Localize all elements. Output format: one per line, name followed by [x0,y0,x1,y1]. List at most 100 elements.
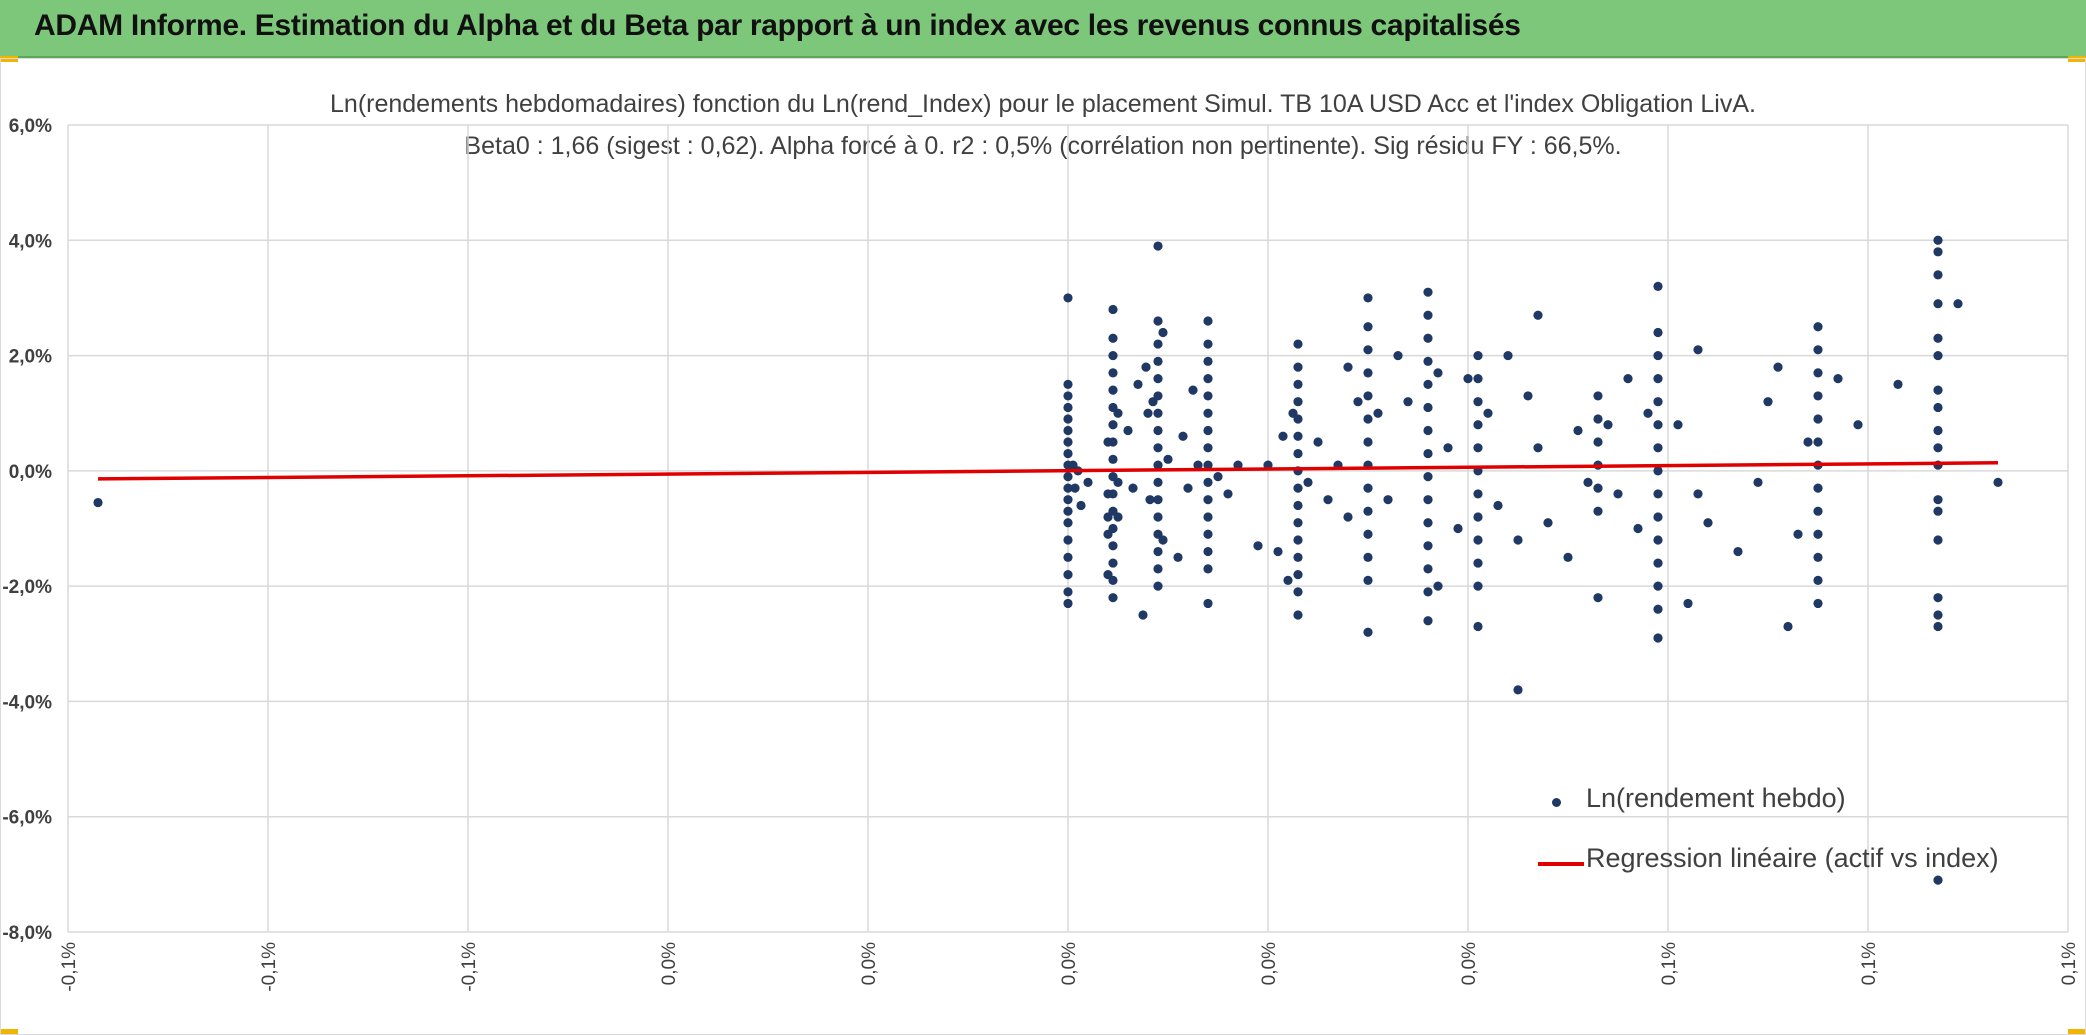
scatter-point [1653,535,1663,545]
scatter-point [1283,575,1293,585]
scatter-point [1933,350,1943,361]
scatter-point [1083,477,1093,487]
y-tick-label: 6,0% [9,116,52,137]
scatter-point [1693,345,1703,355]
scatter-point [1933,495,1943,505]
scatter-point [1293,414,1303,424]
scatter-point [1813,391,1823,401]
scatter-point [1653,350,1663,361]
scatter-point [1203,598,1213,609]
scatter-point [1158,327,1168,338]
scatter-point [1653,466,1663,476]
scatter-point [1158,535,1168,545]
scatter-point [1423,310,1433,320]
scatter-point [1063,570,1073,580]
scatter-point [1433,581,1443,591]
scatter-point [1473,420,1483,430]
x-tick-label: 0,0% [1059,942,1080,985]
scatter-point [1293,610,1303,620]
report-header: ADAM Informe. Estimation du Alpha et du … [0,0,2086,58]
scatter-point [1203,425,1213,436]
scatter-point [1933,425,1943,436]
scatter-point [1163,454,1173,464]
scatter-point [1153,374,1163,384]
scatter-point [1108,420,1118,430]
scatter-point [1813,552,1823,562]
scatter-point [1153,477,1163,487]
scatter-point [1383,495,1393,505]
scatter-point [1373,408,1383,418]
scatter-point [1653,489,1663,499]
scatter-point [93,497,103,508]
scatter-point [1513,685,1523,695]
scatter-point [1473,581,1483,591]
scatter-point [1813,322,1823,332]
legend-label-regression: Regression linéaire (actif vs index) [1586,843,1999,873]
y-axis-tick-labels: 6,0% 4,0% 2,0% 0,0% -2,0% -4,0% -6,0% -8,0% [2,116,52,944]
scatter-point [1108,593,1118,603]
x-tick-label: 0,1% [1659,942,1680,985]
scatter-point [1933,506,1943,516]
chart-legend: Ln(rendement hebdo) Regression linéaire … [1530,775,1999,885]
scatter-point [1153,546,1163,557]
scatter-point [1293,587,1303,597]
scatter-point [1813,575,1823,585]
scatter-point [1653,558,1663,568]
scatter-point [1108,558,1118,568]
scatter-point [1153,391,1163,401]
scatter-point [1813,345,1823,355]
scatter-point [1813,437,1823,447]
scatter-point [1293,483,1303,493]
scatter-point [1513,535,1523,545]
scatter-point [1653,420,1663,430]
scatter-point [1113,408,1123,418]
scatter-point [1203,339,1213,349]
scatter-point [1108,385,1118,395]
scatter-point [1593,391,1603,401]
scatter-point [1933,402,1943,413]
scatter-point [1473,443,1483,453]
scatter-point [1108,368,1118,378]
scatter-point [1593,506,1603,516]
scatter-point [1423,448,1433,459]
scatter-point [1108,437,1118,447]
scatter-point [1213,472,1223,482]
scatter-point [1933,535,1943,545]
scatter-point [1223,489,1233,499]
scatter-point [1753,477,1763,487]
scatter-point [1203,374,1213,384]
scatter-point [1063,391,1073,401]
scatter-point [1653,281,1663,291]
scatter-point [1113,477,1123,487]
scatter-point [1593,593,1603,603]
x-tick-label: -0,1% [59,942,80,992]
scatter-point [1363,552,1373,562]
scatter-point [1153,512,1163,522]
scatter-point [1063,518,1073,528]
scatter-point [1933,621,1943,632]
scatter-point [1070,483,1080,493]
scatter-point [1423,518,1433,528]
scatter-point [1153,241,1163,251]
scatter-point [1483,408,1493,418]
scatter-point [1473,512,1483,522]
scatter-point [1203,443,1213,453]
scatter-point [1303,477,1313,487]
legend-marker-line [1538,862,1584,866]
scatter-point [1353,397,1363,407]
scatter-point [1443,443,1453,453]
scatter-point [1423,333,1433,343]
scatter-point [1423,564,1433,574]
scatter-point [1153,495,1163,505]
scatter-point [1193,460,1203,470]
scatter-point [1108,489,1118,499]
scatter-point [1803,437,1813,447]
scatter-point [1933,235,1943,245]
x-tick-label: 0,0% [1259,942,1280,985]
scatter-point [1393,350,1403,361]
scatter-point [1153,460,1163,470]
corner-marker-bottom-right [2068,1029,2086,1035]
scatter-point [1403,397,1413,407]
scatter-point [1203,391,1213,401]
scatter-point [1153,564,1163,574]
